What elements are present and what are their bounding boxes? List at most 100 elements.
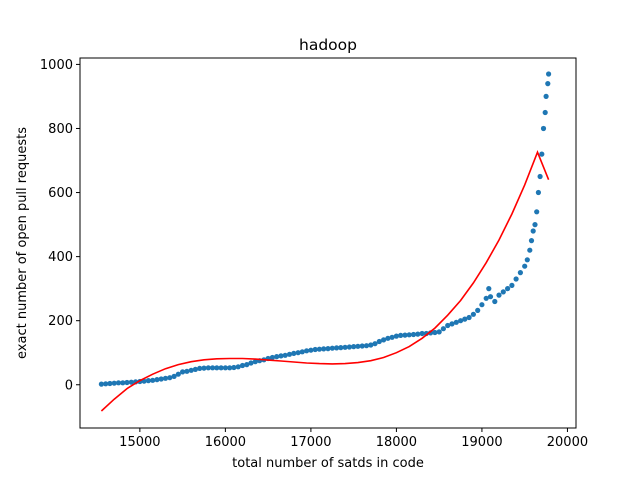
data-point: [522, 263, 528, 269]
data-point: [527, 247, 533, 253]
x-tick-label: 20000: [547, 435, 588, 450]
data-point: [415, 331, 421, 337]
data-point: [342, 344, 348, 350]
x-axis-label: total number of satds in code: [232, 456, 424, 471]
data-point: [321, 346, 327, 352]
data-point: [316, 346, 322, 352]
fit-curve: [100, 150, 550, 412]
data-point: [406, 332, 412, 338]
data-point: [419, 330, 425, 337]
y-tick-label: 200: [48, 314, 73, 329]
data-point: [299, 349, 305, 355]
data-point: [252, 359, 258, 365]
data-point: [524, 257, 530, 263]
data-point: [453, 319, 459, 325]
data-point: [398, 332, 404, 338]
data-point: [175, 371, 181, 377]
data-point: [150, 377, 156, 383]
data-point: [248, 360, 254, 366]
data-point: [530, 228, 536, 234]
data-point: [355, 343, 361, 349]
chart-title: hadoop: [299, 36, 357, 54]
x-axis: 15000 16000 17000 18000 19000 20000: [119, 428, 588, 450]
data-point: [154, 377, 160, 383]
data-point: [479, 302, 485, 308]
y-tick-label: 0: [65, 378, 73, 393]
data-point: [180, 369, 186, 375]
data-point: [231, 364, 237, 371]
y-tick-label: 1000: [40, 58, 73, 73]
data-point: [111, 380, 117, 386]
data-point: [363, 343, 370, 349]
data-point: [486, 286, 492, 292]
y-axis: 0 200 400 600 800 1000: [40, 58, 80, 393]
data-point: [171, 373, 177, 379]
data-point: [436, 329, 442, 335]
x-tick-label: 19000: [461, 435, 502, 450]
data-point: [338, 345, 344, 351]
data-point: [222, 365, 228, 371]
data-point: [432, 329, 438, 336]
data-point: [389, 334, 395, 340]
data-point: [227, 365, 233, 371]
data-point: [145, 378, 151, 384]
data-point: [539, 151, 545, 157]
y-tick-label: 600: [48, 186, 73, 201]
data-point: [534, 209, 540, 215]
data-point: [532, 222, 538, 228]
data-point: [475, 307, 481, 313]
data-point: [244, 362, 250, 368]
data-point: [334, 345, 340, 351]
data-point: [167, 375, 173, 381]
data-point: [402, 332, 408, 338]
data-point: [239, 362, 246, 369]
data-point: [282, 352, 288, 358]
data-point: [124, 379, 130, 386]
data-point: [385, 335, 391, 341]
data-point: [115, 380, 122, 386]
x-tick-label: 16000: [205, 435, 246, 450]
data-point: [286, 351, 293, 357]
x-tick-label: 15000: [119, 435, 160, 450]
data-point: [325, 346, 331, 352]
data-point: [535, 189, 542, 196]
data-point: [505, 286, 511, 292]
data-point: [543, 93, 549, 99]
data-point: [295, 350, 301, 356]
data-point: [376, 338, 382, 345]
data-point: [291, 350, 297, 356]
data-point: [500, 289, 506, 295]
data-point: [483, 295, 489, 301]
data-point: [197, 365, 203, 371]
data-point: [496, 292, 502, 298]
data-point: [410, 331, 417, 338]
data-point: [513, 276, 519, 282]
data-point: [329, 345, 335, 351]
x-tick-label: 17000: [290, 435, 331, 450]
data-point: [162, 375, 169, 381]
data-point: [278, 353, 284, 359]
data-point: [470, 311, 476, 317]
data-point: [528, 238, 535, 244]
data-point: [462, 316, 468, 322]
data-point: [308, 347, 314, 353]
data-point: [458, 318, 464, 324]
y-axis-label: exact number of open pull requests: [15, 127, 30, 359]
data-point: [449, 321, 455, 327]
plot-area: [80, 58, 576, 428]
data-point: [235, 364, 241, 370]
data-point: [107, 380, 113, 387]
data-point: [274, 354, 280, 360]
y-tick-label: 800: [48, 122, 73, 137]
data-point: [445, 322, 451, 329]
x-tick-label: 18000: [376, 435, 417, 450]
data-point: [188, 367, 194, 373]
data-point: [517, 270, 524, 276]
data-point: [128, 379, 134, 385]
data-point: [214, 365, 220, 371]
data-point: [440, 326, 446, 332]
data-point: [545, 81, 551, 87]
data-point: [158, 376, 164, 382]
data-point: [218, 365, 224, 371]
